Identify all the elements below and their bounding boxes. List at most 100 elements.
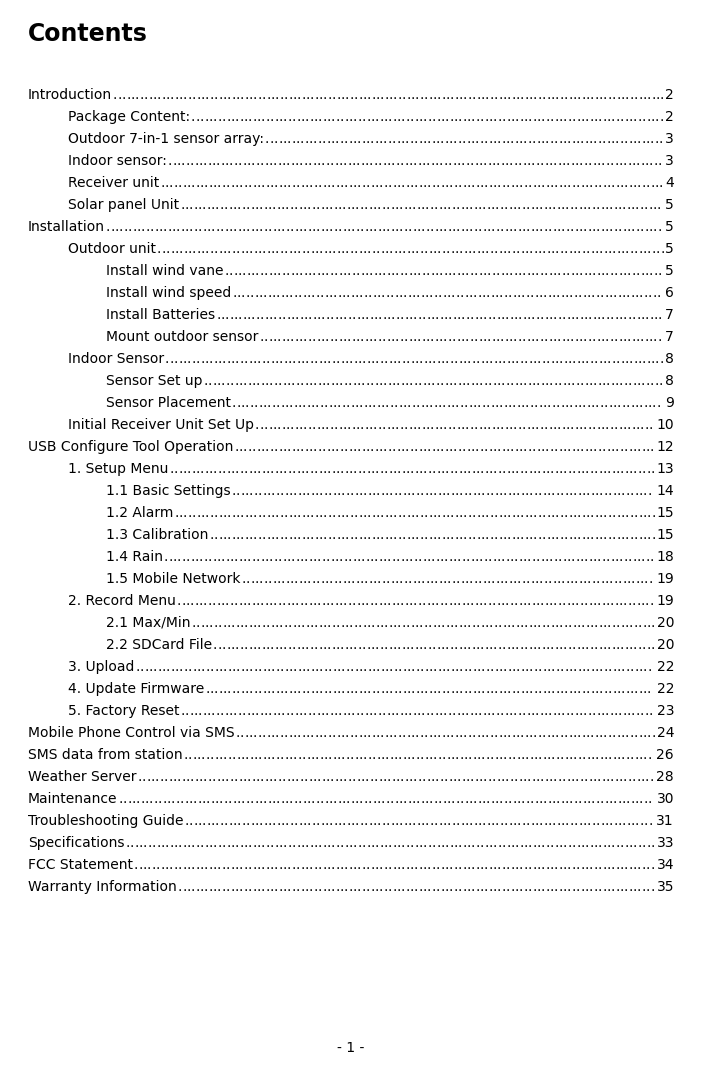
- Text: .: .: [269, 550, 273, 564]
- Text: .: .: [543, 286, 547, 301]
- Text: .: .: [314, 616, 318, 630]
- Text: .: .: [594, 616, 598, 630]
- Text: .: .: [460, 286, 464, 301]
- Text: .: .: [484, 176, 489, 190]
- Text: .: .: [646, 638, 651, 652]
- Text: .: .: [632, 308, 636, 322]
- Text: .: .: [360, 330, 364, 344]
- Text: .: .: [358, 528, 362, 542]
- Text: .: .: [651, 462, 655, 476]
- Text: .: .: [650, 858, 654, 872]
- Text: .: .: [631, 221, 635, 233]
- Text: .: .: [397, 682, 402, 696]
- Text: .: .: [308, 374, 313, 388]
- Text: .: .: [373, 418, 378, 432]
- Text: .: .: [576, 176, 580, 190]
- Text: .: .: [323, 528, 327, 542]
- Text: .: .: [437, 660, 442, 673]
- Text: .: .: [350, 726, 354, 740]
- Text: .: .: [553, 374, 558, 388]
- Text: .: .: [444, 858, 449, 872]
- Text: .: .: [174, 242, 179, 256]
- Text: .: .: [240, 242, 244, 256]
- Text: .: .: [453, 374, 457, 388]
- Text: .: .: [331, 616, 336, 630]
- Text: .: .: [248, 352, 253, 366]
- Text: .: .: [531, 704, 535, 718]
- Text: .: .: [226, 462, 230, 476]
- Text: .: .: [532, 880, 536, 894]
- Text: .: .: [449, 836, 453, 850]
- Text: .: .: [566, 330, 570, 344]
- Text: .: .: [249, 242, 253, 256]
- Text: .: .: [470, 770, 475, 784]
- Text: .: .: [380, 506, 384, 520]
- Text: .: .: [325, 264, 329, 278]
- Text: .: .: [486, 330, 491, 344]
- Text: .: .: [480, 638, 484, 652]
- Text: .: .: [592, 374, 597, 388]
- Text: .: .: [595, 198, 600, 212]
- Text: .: .: [284, 242, 288, 256]
- Text: .: .: [522, 154, 526, 168]
- Text: .: .: [480, 88, 485, 102]
- Text: .: .: [341, 660, 345, 673]
- Text: .: .: [482, 814, 486, 828]
- Text: .: .: [344, 836, 348, 850]
- Text: .: .: [281, 418, 286, 432]
- Text: .: .: [555, 242, 559, 256]
- Text: .: .: [139, 88, 144, 102]
- Text: .: .: [385, 660, 389, 673]
- Text: .: .: [616, 110, 620, 124]
- Text: .: .: [311, 286, 315, 301]
- Text: .: .: [229, 154, 233, 168]
- Text: .: .: [263, 286, 267, 301]
- Text: .: .: [395, 221, 399, 233]
- Text: .: .: [119, 221, 124, 233]
- Text: .: .: [622, 221, 626, 233]
- Text: .: .: [277, 572, 281, 586]
- Text: .: .: [362, 528, 366, 542]
- Text: .: .: [387, 593, 391, 608]
- Text: .: .: [319, 682, 323, 696]
- Text: .: .: [494, 396, 498, 410]
- Text: .: .: [409, 770, 413, 784]
- Text: .: .: [343, 374, 347, 388]
- Text: .: .: [371, 110, 375, 124]
- Text: .: .: [397, 110, 401, 124]
- Text: .: .: [304, 770, 308, 784]
- Text: .: .: [491, 418, 496, 432]
- Text: .: .: [208, 352, 213, 366]
- Text: .: .: [532, 462, 537, 476]
- Text: .: .: [218, 506, 223, 520]
- Text: .: .: [285, 198, 289, 212]
- Text: .: .: [245, 286, 250, 301]
- Text: .: .: [388, 858, 392, 872]
- Text: .: .: [462, 858, 466, 872]
- Text: 7: 7: [665, 308, 674, 322]
- Text: .: .: [603, 726, 607, 740]
- Text: .: .: [249, 506, 253, 520]
- Text: .: .: [478, 704, 482, 718]
- Text: .: .: [323, 242, 328, 256]
- Text: .: .: [637, 462, 642, 476]
- Text: .: .: [321, 308, 325, 322]
- Text: .: .: [505, 374, 510, 388]
- Text: .: .: [238, 593, 242, 608]
- Text: .: .: [160, 176, 164, 190]
- Text: .: .: [577, 88, 581, 102]
- Text: .: .: [389, 88, 393, 102]
- Text: .: .: [239, 110, 244, 124]
- Text: .: .: [505, 593, 509, 608]
- Text: .: .: [225, 264, 229, 278]
- Text: .: .: [535, 264, 539, 278]
- Text: .: .: [221, 858, 226, 872]
- Text: .: .: [524, 682, 529, 696]
- Text: .: .: [209, 528, 213, 542]
- Text: .: .: [386, 221, 390, 233]
- Text: .: .: [627, 154, 632, 168]
- Text: .: .: [362, 616, 366, 630]
- Text: .: .: [502, 110, 506, 124]
- Text: .: .: [296, 374, 300, 388]
- Text: .: .: [510, 550, 514, 564]
